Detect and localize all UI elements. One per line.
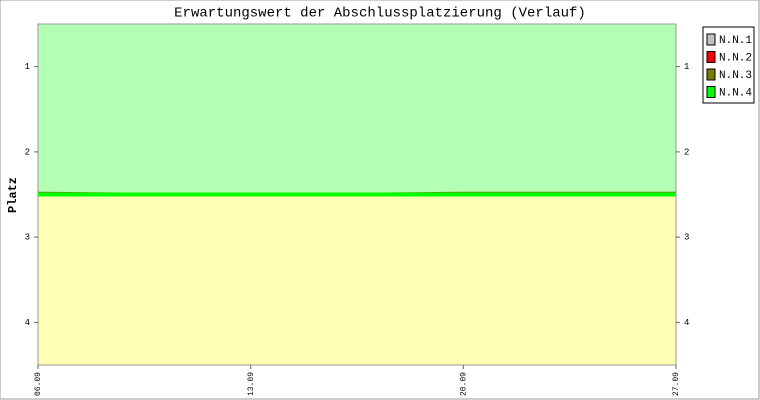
y-tick-label: 4 (25, 318, 30, 328)
x-tick-label: 27.09 (672, 372, 681, 396)
legend-swatch (706, 33, 716, 46)
x-tick-label: 13.09 (247, 372, 256, 396)
chart-title: Erwartungswert der Abschlussplatzierung … (174, 6, 586, 22)
zone-band (38, 194, 676, 365)
x-tick-label: 06.09 (34, 372, 43, 396)
y-tick-label: 2 (684, 147, 689, 157)
y-tick-label: 2 (25, 147, 30, 157)
y-tick-label: 1 (684, 62, 689, 72)
legend-label: N.N.2 (719, 52, 752, 64)
zone-band (38, 24, 676, 195)
legend-swatch (706, 86, 716, 98)
y-tick-label: 1 (25, 62, 30, 72)
y-tick-label: 3 (25, 233, 30, 243)
x-tick-label: 20.09 (459, 372, 468, 396)
legend-label: N.N.1 (719, 35, 752, 47)
legend-label: N.N.3 (719, 70, 752, 82)
legend-swatch (706, 51, 716, 63)
legend-label: N.N.4 (719, 87, 752, 99)
y-tick-label: 3 (684, 233, 689, 243)
legend: N.N.1 N.N.2 N.N.3 N.N.4 (702, 26, 755, 104)
y-tick-label: 4 (684, 318, 689, 328)
legend-swatch (706, 68, 716, 81)
y-axis-label: Platz (6, 177, 20, 213)
